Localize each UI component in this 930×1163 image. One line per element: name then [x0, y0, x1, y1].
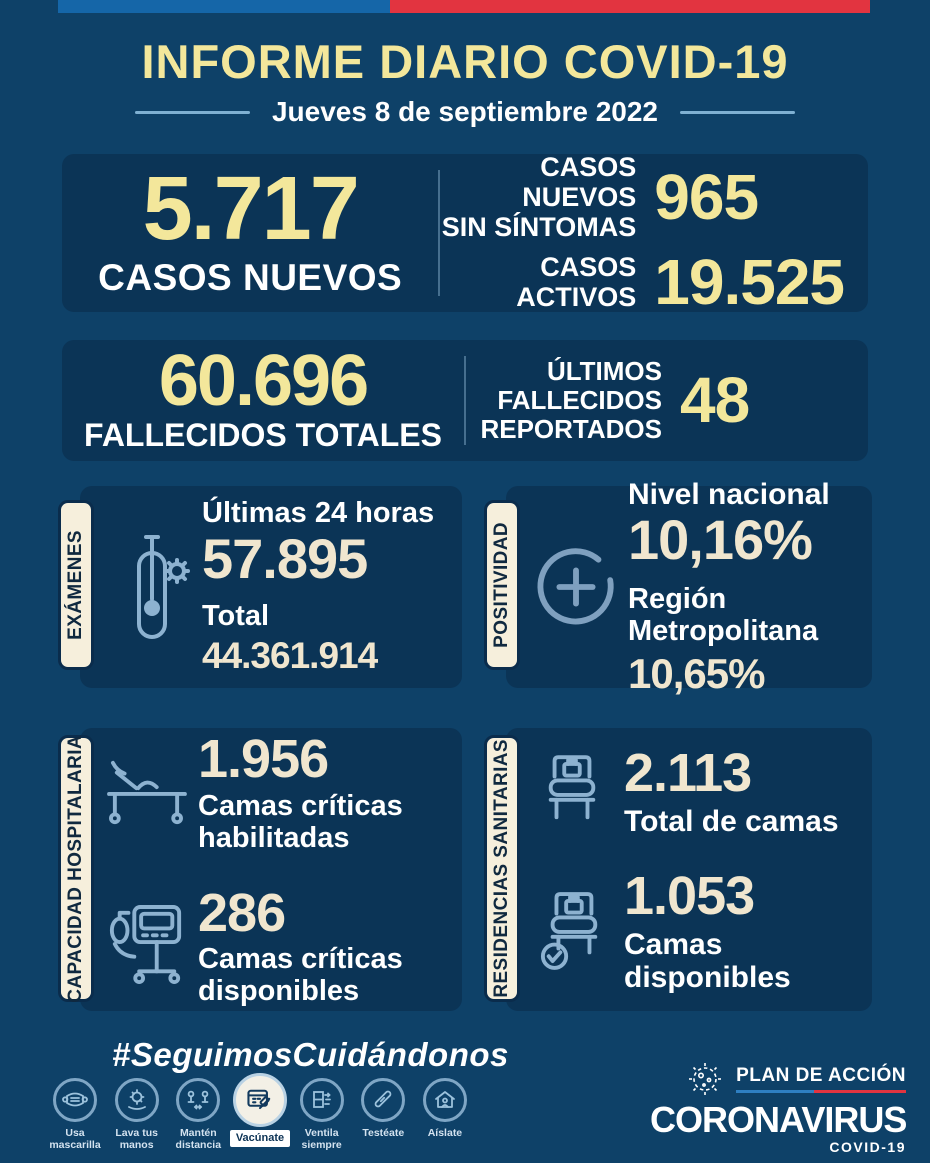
new-cases-box: 5.717 CASOS NUEVOS CASOS NUEVOS SIN SÍNT…: [62, 152, 868, 319]
virus-icon: [682, 1060, 728, 1098]
bed-check-icon: [520, 888, 624, 974]
mask-icon: [53, 1078, 97, 1122]
asymptomatic-cases-row: CASOS NUEVOS SIN SÍNTOMAS 965: [440, 152, 844, 243]
last-24h-label: Últimas 24 horas: [202, 497, 435, 530]
enabled-critical-beds-value: 1.956: [198, 729, 329, 790]
tests-panel-tab: EXÁMENES: [58, 500, 94, 670]
deaths-box: 60.696 FALLECIDOS TOTALES ÚLTIMOS FALLEC…: [62, 340, 868, 461]
asymptomatic-cases-label: CASOS NUEVOS SIN SÍNTOMAS: [441, 151, 637, 243]
measure-label: Testéate: [362, 1127, 405, 1139]
available-critical-beds-label: Camas críticas disponibles: [198, 943, 403, 1008]
distance-icon: [176, 1078, 221, 1122]
active-cases-row: CASOS ACTIVOS 19.525: [440, 246, 845, 319]
total-beds-label: Total de camas: [624, 805, 839, 838]
available-critical-beds-row: 286 Camas críticas disponibles: [94, 882, 462, 1008]
active-cases-label: CASOS ACTIVOS: [516, 252, 637, 313]
available-beds-value: 1.053: [624, 866, 755, 926]
asymptomatic-cases-value: 965: [654, 161, 759, 233]
vertical-divider: [438, 170, 441, 296]
plan-de-accion-logo: PLAN DE ACCIÓN CORONAVIRUS COVID-19: [650, 1060, 907, 1155]
new-cases-summary: 5.717 CASOS NUEVOS: [62, 159, 438, 299]
chile-flag-bar: [58, 0, 870, 13]
measure-label: Ventila siempre: [301, 1127, 342, 1152]
date-rule-left: [134, 110, 250, 114]
page-title: INFORME DIARIO COVID-19: [141, 35, 789, 88]
total-beds-value: 2.113: [624, 743, 752, 804]
new-cases-label: CASOS NUEVOS: [98, 256, 403, 298]
ventilator-icon: [94, 901, 198, 991]
total-deaths-label: FALLECIDOS TOTALES: [84, 417, 442, 454]
measure-label: Mantén distancia: [175, 1127, 222, 1152]
positivity-panel: POSITIVIDAD Nivel nacional 10,16% Región…: [484, 478, 872, 695]
total-beds-row: 2.113 Total de camas: [520, 745, 872, 838]
measure-testeate: Testéate: [354, 1078, 412, 1139]
prevention-measures-row: Usa mascarilla Lava tus manos: [46, 1073, 474, 1151]
active-cases-value: 19.525: [654, 246, 845, 319]
total-deaths-value: 60.696: [158, 340, 369, 421]
measure-label: Vacúnate: [229, 1130, 291, 1147]
flag-blue-segment: [58, 0, 390, 13]
measure-vacunate: Vacúnate: [229, 1073, 291, 1147]
enabled-critical-beds-label: Camas críticas habilitadas: [198, 789, 403, 854]
hashtag-slogan: #SeguimosCuidándonos: [112, 1036, 509, 1073]
total-tests-value: 44.361.914: [202, 634, 378, 676]
report-date: Jueves 8 de septiembre 2022: [271, 96, 658, 127]
measure-lava-tus-manos: Lava tus manos: [108, 1078, 166, 1151]
ventilate-icon: [299, 1078, 344, 1122]
sanitary-residences-panel: RESIDENCIAS SANITARIAS 2.113: [484, 728, 872, 1011]
measure-manten-distancia: Mantén distancia: [169, 1078, 227, 1151]
recent-deaths-row: ÚLTIMOS FALLECIDOS REPORTADOS 48: [466, 355, 844, 445]
test-tube-icon: [106, 529, 202, 645]
new-cases-value: 5.717: [142, 159, 360, 260]
report-date-row: Jueves 8 de septiembre 2022: [0, 96, 930, 128]
recent-deaths-value: 48: [680, 364, 750, 437]
hospital-bed-icon: [94, 757, 198, 829]
measure-label: Usa mascarilla: [49, 1127, 101, 1152]
recent-deaths-label: ÚLTIMOS FALLECIDOS REPORTADOS: [480, 355, 662, 445]
isolate-icon: [422, 1078, 467, 1122]
metropolitan-positivity-label: Región Metropolitana: [628, 582, 819, 647]
vaccinate-icon: [232, 1073, 287, 1127]
national-positivity-value: 10,16%: [628, 508, 813, 572]
available-beds-row: 1.053 Camas disponibles: [520, 868, 872, 994]
measure-label: Aíslate: [427, 1127, 463, 1139]
circle-plus-icon: [524, 545, 628, 629]
hospital-capacity-panel: CAPACIDAD HOSPITALARIA: [58, 728, 462, 1011]
hospital-capacity-panel-tab: CAPACIDAD HOSPITALARIA: [58, 735, 94, 1002]
covid19-sublabel: COVID-19: [829, 1138, 906, 1155]
date-rule-right: [680, 110, 795, 114]
wash-hands-icon: [114, 1078, 159, 1122]
measure-aislate: Aíslate: [416, 1078, 474, 1139]
measure-label: Lava tus manos: [115, 1127, 158, 1152]
tests-panel: EXÁMENES Últimas 24 horas 57.895: [58, 486, 462, 688]
enabled-critical-beds-row: 1.956 Camas críticas habilitadas: [94, 731, 462, 854]
vertical-divider: [464, 356, 466, 445]
national-positivity-label: Nivel nacional: [628, 478, 830, 512]
measure-ventila-siempre: Ventila siempre: [293, 1078, 351, 1151]
test-icon: [361, 1078, 406, 1122]
coronavirus-brand: CORONAVIRUS: [650, 1099, 907, 1140]
plan-label: PLAN DE ACCIÓN: [736, 1065, 906, 1086]
available-beds-label: Camas disponibles: [624, 927, 791, 994]
metropolitan-positivity-value: 10,65%: [628, 649, 765, 697]
positivity-panel-tab: POSITIVIDAD: [484, 500, 520, 670]
available-critical-beds-value: 286: [198, 882, 286, 943]
last-24h-tests-value: 57.895: [202, 527, 368, 591]
total-tests-label: Total: [202, 599, 270, 632]
measure-usa-mascarilla: Usa mascarilla: [46, 1078, 104, 1151]
bed-icon: [520, 751, 624, 833]
total-deaths-summary: 60.696 FALLECIDOS TOTALES: [62, 340, 464, 454]
sanitary-residences-panel-tab: RESIDENCIAS SANITARIAS: [484, 735, 520, 1002]
flag-red-segment: [390, 0, 870, 13]
plan-underline: [736, 1090, 906, 1093]
